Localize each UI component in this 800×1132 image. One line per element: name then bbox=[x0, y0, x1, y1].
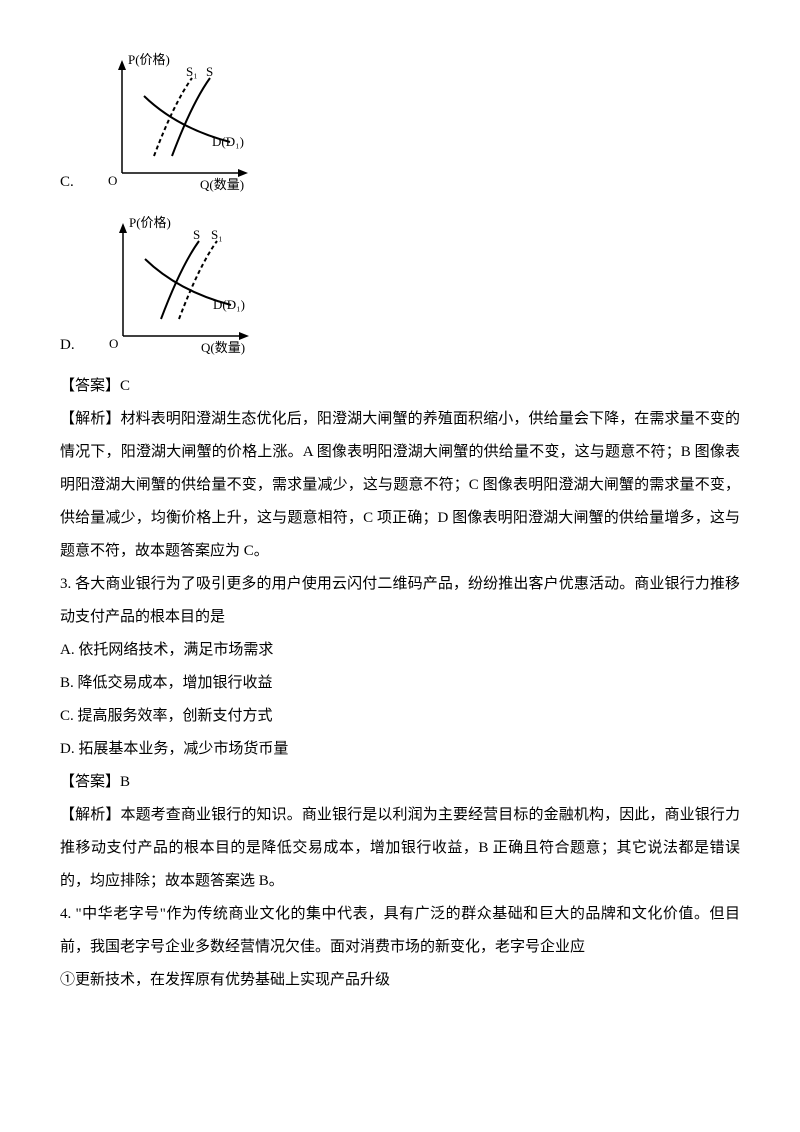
svg-text:D(D₁): D(D₁) bbox=[213, 297, 245, 312]
svg-text:S₁: S₁ bbox=[211, 227, 223, 242]
option-c-label: C. bbox=[60, 166, 74, 203]
svg-text:Q(数量): Q(数量) bbox=[201, 340, 245, 355]
svg-text:O: O bbox=[108, 173, 117, 188]
option-d-label: D. bbox=[60, 329, 75, 366]
q4-option-1: ①更新技术，在发挥原有优势基础上实现产品升级 bbox=[60, 964, 740, 997]
chart-c-block: C. P(价格) O Q(数量) S₁ S D(D₁) bbox=[60, 48, 740, 203]
svg-text:S: S bbox=[193, 227, 200, 242]
supply-demand-chart-c: P(价格) O Q(数量) S₁ S D(D₁) bbox=[82, 48, 257, 203]
q3-option-a: A. 依托网络技术，满足市场需求 bbox=[60, 634, 740, 667]
svg-text:P(价格): P(价格) bbox=[129, 215, 171, 230]
q3-analysis: 【解析】本题考查商业银行的知识。商业银行是以利润为主要经营目标的金融机构，因此，… bbox=[60, 799, 740, 898]
svg-text:D(D₁): D(D₁) bbox=[212, 134, 244, 149]
svg-text:S₁: S₁ bbox=[186, 64, 198, 79]
q3-answer: 【答案】B bbox=[60, 766, 740, 799]
chart-d-block: D. P(价格) O Q(数量) S S₁ D(D₁) bbox=[60, 211, 740, 366]
q3-option-b: B. 降低交易成本，增加银行收益 bbox=[60, 667, 740, 700]
q3-option-d: D. 拓展基本业务，减少市场货币量 bbox=[60, 733, 740, 766]
q2-answer: 【答案】C bbox=[60, 370, 740, 403]
svg-text:P(价格): P(价格) bbox=[128, 52, 170, 67]
q2-analysis: 【解析】材料表明阳澄湖生态优化后，阳澄湖大闸蟹的养殖面积缩小，供给量会下降，在需… bbox=[60, 403, 740, 568]
q3-stem: 3. 各大商业银行为了吸引更多的用户使用云闪付二维码产品，纷纷推出客户优惠活动。… bbox=[60, 568, 740, 634]
svg-text:O: O bbox=[109, 336, 118, 351]
q4-stem: 4. "中华老字号"作为传统商业文化的集中代表，具有广泛的群众基础和巨大的品牌和… bbox=[60, 898, 740, 964]
supply-demand-chart-d: P(价格) O Q(数量) S S₁ D(D₁) bbox=[83, 211, 258, 366]
q3-option-c: C. 提高服务效率，创新支付方式 bbox=[60, 700, 740, 733]
svg-text:S: S bbox=[206, 64, 213, 79]
svg-text:Q(数量): Q(数量) bbox=[200, 177, 244, 192]
